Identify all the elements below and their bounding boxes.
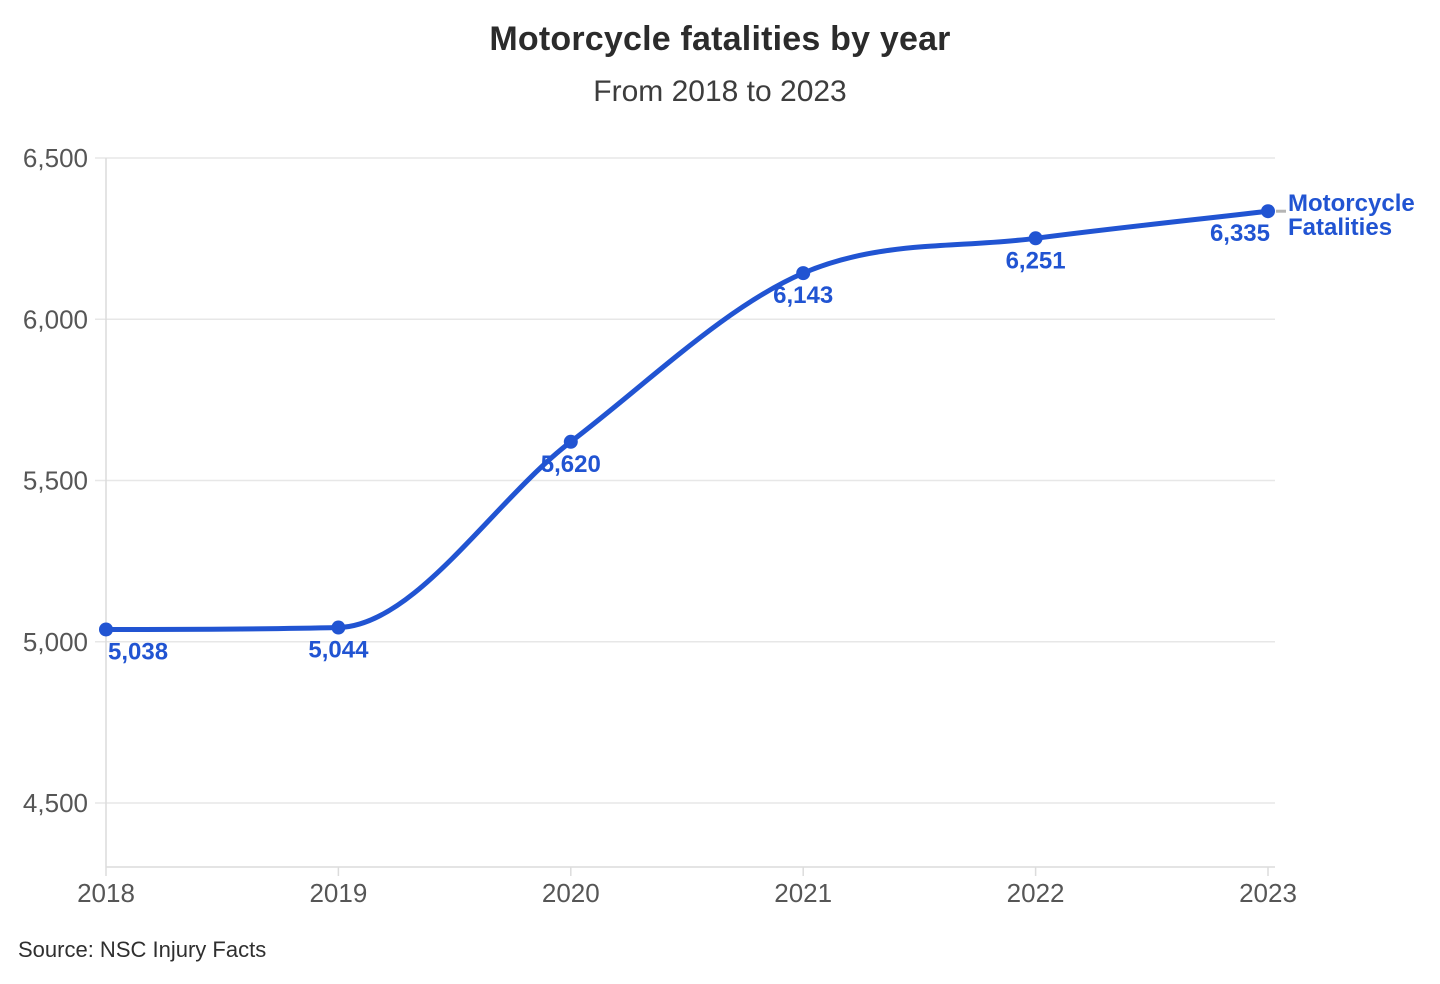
data-point-label: 6,143 xyxy=(773,282,833,309)
fatalities-line xyxy=(103,208,1271,632)
x-axis-label: 2019 xyxy=(309,878,367,908)
x-axis-label: 2023 xyxy=(1239,878,1297,908)
data-point-label: 5,044 xyxy=(308,637,369,664)
chart-header: Motorcycle fatalities by year From 2018 … xyxy=(0,20,1440,109)
data-point xyxy=(99,622,113,637)
data-point-label: 5,620 xyxy=(541,451,601,478)
data-point-label: 5,038 xyxy=(108,638,168,665)
y-axis-label: 5,500 xyxy=(23,466,88,496)
data-point xyxy=(1028,231,1043,246)
series-label: Motorcycle xyxy=(1288,190,1415,217)
data-point xyxy=(331,620,346,635)
y-axis-label: 4,500 xyxy=(23,788,88,818)
x-axis-label: 2021 xyxy=(774,878,832,908)
source-note: Source: NSC Injury Facts xyxy=(18,937,267,962)
y-axis-label: 6,000 xyxy=(23,304,88,334)
x-axis-label: 2018 xyxy=(77,878,135,908)
data-point-label: 6,335 xyxy=(1210,220,1270,247)
chart-subtitle: From 2018 to 2023 xyxy=(593,75,847,108)
data-point xyxy=(796,266,811,281)
series-label: Fatalities xyxy=(1288,214,1392,241)
x-axis-label: 2022 xyxy=(1007,878,1065,908)
data-point-label: 6,251 xyxy=(1006,247,1066,274)
chart-title: Motorcycle fatalities by year xyxy=(489,20,951,58)
x-axis-label: 2020 xyxy=(542,878,600,908)
y-axis-label: 5,000 xyxy=(23,627,88,657)
data-point xyxy=(1261,204,1275,219)
y-axis-label: 6,500 xyxy=(23,143,88,173)
data-point xyxy=(563,434,578,449)
